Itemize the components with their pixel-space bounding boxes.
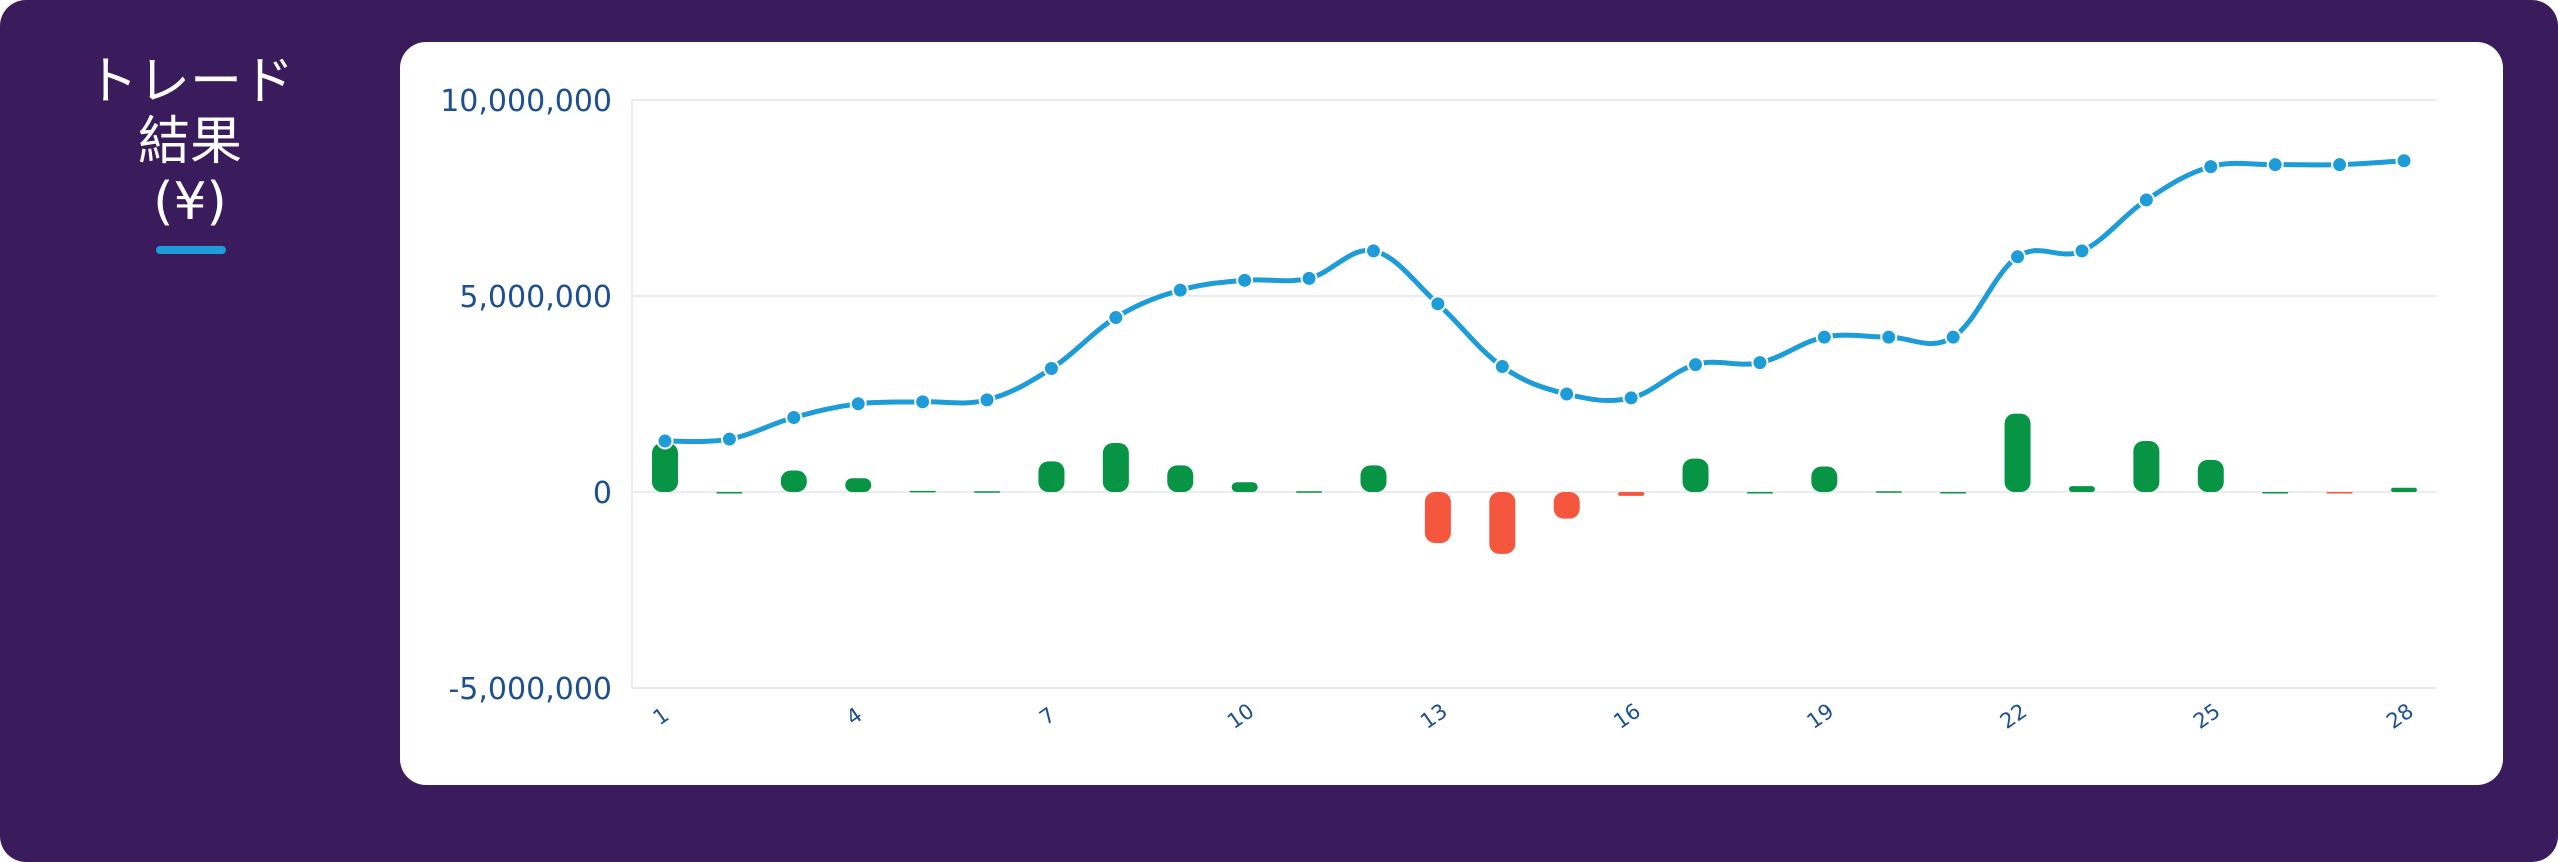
y-tick-label: 10,000,000 [440,84,612,119]
bar-day-26 [2262,492,2289,494]
line-point-day-28 [2395,152,2413,170]
bar-day-18 [1746,492,1773,494]
bar-day-20 [1875,491,1902,493]
line-point-day-1 [656,432,674,450]
bar-day-28 [2391,487,2417,492]
x-tick-label: 4 [842,703,867,730]
bar-day-3 [780,470,807,492]
y-tick-label: 5,000,000 [459,280,612,315]
line-point-day-13 [1429,295,1447,313]
line-point-day-27 [2331,156,2349,174]
x-tick-label: 16 [1609,699,1645,734]
bar-day-27 [2326,492,2353,494]
x-tick-label: 1 [649,703,674,730]
bar-day-24 [2133,441,2160,492]
x-tick-label: 13 [1416,699,1452,734]
bar-day-23 [2068,486,2095,492]
line-point-day-8 [1107,309,1125,327]
bar-day-14 [1489,492,1516,554]
bar-day-16 [1618,492,1645,496]
trade-results-chart: 10,000,000 5,000,000 0 -5,000,000 1 4 7 10 13 16 1… [440,84,2437,734]
bar-day-21 [1940,492,1967,494]
x-tick-label: 10 [1223,699,1259,734]
cumulative-line [662,158,2407,445]
bar-day-6 [974,491,1001,493]
bar-day-5 [909,490,936,493]
line-point-day-11 [1300,269,1318,287]
bar-day-8 [1102,443,1129,492]
chart-title: トレード 結果 (¥) [40,52,340,232]
line-point-day-16 [1622,389,1640,407]
bar-day-15 [1553,492,1580,519]
line-point-day-14 [1493,358,1511,376]
line-point-day-18 [1751,354,1769,372]
line-point-day-9 [1171,281,1189,299]
line-point-day-24 [2137,191,2155,209]
chart-card: 10,000,000 5,000,000 0 -5,000,000 1 4 7 10 13 16 1… [400,42,2503,785]
bar-day-1 [652,443,678,492]
line-point-day-7 [1042,360,1060,378]
y-tick-label: 0 [593,476,612,511]
title-line-2: 結果 [137,112,242,172]
bar-day-4 [845,478,872,492]
line-point-day-22 [2009,248,2027,266]
line-point-day-25 [2202,158,2220,176]
x-tick-label: 25 [2189,699,2225,734]
line-point-day-20 [1880,328,1898,346]
bar-day-17 [1682,458,1709,492]
line-point-day-15 [1558,385,1576,403]
bar-day-25 [2197,459,2224,492]
line-point-day-3 [785,409,803,427]
title-line-3: (¥) [153,172,227,232]
bar-day-11 [1296,491,1323,493]
line-point-day-2 [720,430,738,448]
x-tick-label: 28 [2382,699,2418,734]
bar-day-7 [1038,461,1065,492]
bar-day-10 [1231,482,1258,492]
x-tick-label: 7 [1035,703,1060,730]
bar-day-13 [1424,492,1451,543]
bar-day-2 [716,492,743,494]
line-point-day-19 [1815,328,1833,346]
line-point-day-21 [1944,328,1962,346]
line-point-day-10 [1236,271,1254,289]
bar-day-9 [1167,465,1194,492]
line-point-day-17 [1687,356,1705,374]
title-line-1: トレード [85,52,294,112]
bar-day-19 [1811,466,1838,492]
line-point-day-4 [849,395,867,413]
line-point-day-6 [978,391,996,409]
y-tick-label: -5,000,000 [448,672,612,707]
line-point-day-23 [2073,242,2091,260]
title-underline-accent [156,246,226,254]
bar-day-22 [2004,413,2031,492]
line-point-day-12 [1364,242,1382,260]
bar-day-12 [1360,465,1387,492]
x-tick-label: 22 [1996,699,2032,734]
line-point-day-5 [914,393,932,411]
x-tick-label: 19 [1802,699,1838,734]
line-point-day-26 [2266,156,2284,174]
